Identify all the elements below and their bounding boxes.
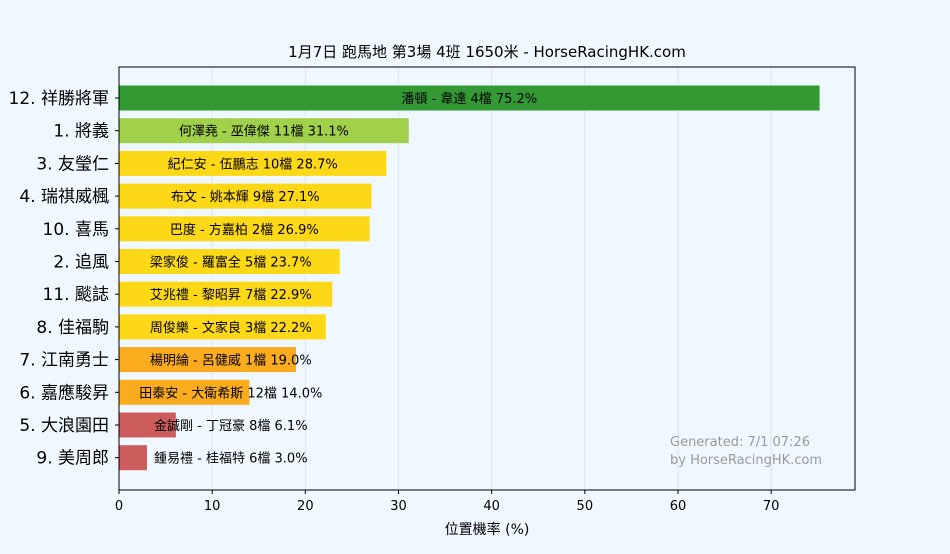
y-tick-labels: 12. 祥勝將軍 1. 將義 3. 友瑩仁 4. 瑞祺威楓 10. 喜馬 2. 追風 11.… (9, 89, 119, 469)
x-tick-label: 10 (204, 499, 221, 514)
x-tick-labels: 0 10 20 30 40 50 60 70 (115, 490, 780, 514)
x-tick-label: 40 (483, 499, 500, 514)
bar-labels: 潘頓 - 韋達 4檔 75.2% 何澤堯 - 巫偉傑 11檔 31.1% 紀仁安 -… (139, 92, 537, 467)
y-tick-label: 3. 友瑩仁 (36, 154, 109, 174)
y-tick-label: 12. 祥勝將軍 (9, 89, 109, 109)
y-tick-label: 7. 江南勇士 (19, 351, 109, 371)
y-tick-label: 8. 佳福駒 (36, 318, 109, 338)
bar (119, 118, 409, 144)
bar-data-label: 金誠剛 - 丁冠豪 8檔 6.1% (154, 418, 308, 434)
y-tick-label: 5. 大浪園田 (19, 416, 109, 436)
bar (119, 281, 333, 307)
x-tick-label: 0 (115, 499, 123, 514)
y-tick-label: 4. 瑞祺威楓 (19, 187, 109, 207)
bar (119, 412, 176, 438)
x-tick-label: 50 (577, 499, 594, 514)
x-axis-label: 位置機率 (%) (445, 521, 530, 538)
bar-data-label: 鍾易禮 - 桂福特 6檔 3.0% (154, 452, 308, 467)
x-tick-label: 30 (390, 499, 407, 514)
x-tick-label: 20 (297, 499, 314, 514)
bar (119, 379, 250, 405)
bar-data-label: 巴度 - 方嘉柏 2檔 26.9% (170, 222, 319, 238)
watermark-generated: Generated: 7/1 07:26 (670, 435, 810, 450)
chart-title: 1月7日 跑馬地 第3場 4班 1650米 - HorseRacingHK.co… (288, 43, 686, 61)
bar (119, 314, 326, 340)
bar-data-label: 梁家俊 - 羅富全 5檔 23.7% (150, 255, 312, 271)
bars (119, 85, 820, 471)
x-tick-label: 70 (763, 499, 780, 514)
bar-data-label: 潘頓 - 韋達 4檔 75.2% (401, 92, 537, 107)
bar (119, 85, 820, 111)
bar-data-label: 周俊樂 - 文家良 3檔 22.2% (150, 320, 312, 336)
y-tick-label: 1. 將義 (53, 122, 109, 142)
watermark-site: by HorseRacingHK.com (670, 453, 822, 468)
bar (119, 445, 147, 471)
bar (119, 249, 340, 274)
bar-data-label: 艾兆禮 - 黎昭昇 7檔 22.9% (150, 288, 312, 303)
bar-data-label: 田泰安 - 大衛希斯 12檔 14.0% (139, 386, 322, 401)
bar-data-label: 楊明綸 - 呂健威 1檔 19.0% (150, 353, 312, 369)
y-tick-label: 10. 喜馬 (43, 220, 109, 240)
y-tick-label: 9. 美周郎 (36, 449, 109, 469)
x-tick-label: 60 (670, 499, 687, 514)
bar (119, 150, 387, 176)
bar (119, 216, 370, 242)
bar (119, 347, 297, 373)
bar-data-label: 布文 - 姚本輝 9檔 27.1% (171, 190, 320, 205)
plot-frame (118, 66, 856, 491)
bar (119, 183, 372, 209)
bar-data-label: 紀仁安 - 伍鵬志 10檔 28.7% (168, 157, 338, 172)
y-tick-label: 6. 嘉應駿昇 (19, 382, 109, 403)
y-tick-label: 2. 追風 (53, 253, 109, 273)
y-tick-label: 11. 颷誌 (43, 285, 109, 305)
bar-data-label: 何澤堯 - 巫偉傑 11檔 31.1% (179, 124, 349, 140)
